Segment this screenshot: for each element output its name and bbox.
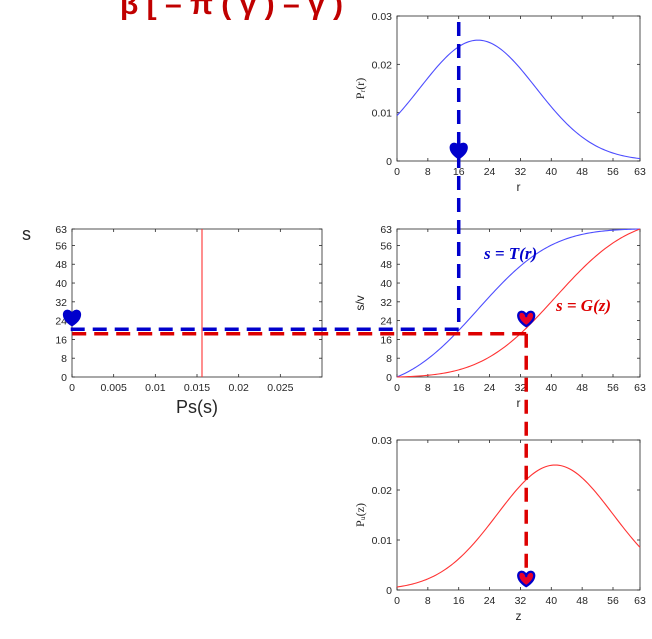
pr-xtick-label: 32	[515, 166, 527, 178]
ps-xtick-label: 0.01	[145, 382, 166, 394]
transform-xlabel: r	[517, 396, 521, 410]
mapping-guides	[66, 22, 528, 580]
transform-functions-panel: 0 8 16 24 32 40 48 56 63 0 8 16 24 32 40 48 56 63 r s/v	[353, 224, 646, 410]
pz-xtick-label: 0	[394, 595, 400, 607]
pr-xtick-label: 56	[607, 166, 619, 178]
ps-ytick-label: 16	[55, 334, 67, 346]
transform-xtick-label: 8	[425, 382, 431, 394]
g-formula-label: s = G(z)	[555, 296, 611, 315]
transform-xtick-label: 0	[394, 382, 400, 394]
ps-xtick-label: 0.025	[267, 382, 293, 394]
heart-markers	[62, 142, 536, 588]
transform-ytick-label: 24	[380, 316, 392, 328]
pr-xtick-label: 63	[634, 166, 646, 178]
pz-ytick-label: 0.03	[372, 435, 393, 447]
ps-xtick-label: 0.015	[184, 382, 210, 394]
pr-xtick-label: 24	[484, 166, 496, 178]
pr-xtick-label: 16	[453, 166, 465, 178]
ps-axes-box	[71, 228, 323, 378]
pz-xtick-label: 56	[607, 595, 619, 607]
transform-ytick-label: 56	[380, 240, 392, 252]
pz-ytick-label: 0.01	[372, 535, 393, 547]
ps-histogram-panel: 0 0.005 0.01 0.015 0.02 0.025 0 8 16 24 32 40 48 56 63…	[55, 224, 323, 417]
t-curve	[396, 228, 641, 378]
pr-curve	[396, 39, 641, 160]
transform-ylabel: s/v	[353, 295, 367, 310]
transform-xtick-label: 16	[453, 382, 465, 394]
ps-xtick-label: 0.02	[228, 382, 249, 394]
transform-xtick-label: 32	[515, 382, 527, 394]
pz-axes-box	[396, 439, 641, 591]
ps-xlabel: Ps(s)	[176, 397, 218, 417]
transform-xtick-label: 40	[545, 382, 557, 394]
ps-ytick-label: 48	[55, 259, 67, 271]
pr-axes-box	[396, 15, 641, 162]
pz-xtick-label: 24	[484, 595, 496, 607]
heart-marker-icon	[449, 142, 468, 160]
pz-ytick-label: 0.02	[372, 485, 393, 497]
s-axis-label: s	[22, 224, 31, 244]
transform-ytick-label: 0	[386, 372, 392, 384]
ps-xtick-label: 0.005	[101, 382, 127, 394]
heart-marker-icon	[62, 309, 82, 327]
pr-ytick-label: 0.03	[372, 11, 393, 23]
ps-ytick-label: 32	[55, 297, 67, 309]
pr-xtick-label: 8	[425, 166, 431, 178]
transform-xtick-label: 48	[576, 382, 588, 394]
pr-ylabel: Pᵣ(r)	[353, 78, 367, 99]
page-title: β [ – π ( γ ) – γ )	[120, 0, 343, 21]
pz-xtick-label: 8	[425, 595, 431, 607]
pz-xtick-label: 16	[453, 595, 465, 607]
pz-ytick-label: 0	[386, 585, 392, 597]
transform-ytick-label: 48	[380, 259, 392, 271]
pz-ylabel: Pᵤ(z)	[353, 503, 367, 527]
heart-marker-icon	[517, 310, 536, 328]
transform-ytick-label: 40	[380, 278, 392, 290]
ps-xtick-label: 0	[69, 382, 75, 394]
pr-ytick-label: 0	[386, 156, 392, 168]
transform-xtick-label: 63	[634, 382, 646, 394]
transform-ytick-label: 32	[380, 297, 392, 309]
t-formula-label: s = T(r)	[483, 244, 537, 263]
pz-xtick-label: 63	[634, 595, 646, 607]
pz-histogram-panel: 0 8 16 24 32 40 48 56 63 0 0.01 0.02 0.03 z Pᵤ(z)	[353, 435, 646, 623]
pr-ytick-label: 0.02	[372, 59, 393, 71]
pz-xtick-label: 40	[545, 595, 557, 607]
pz-xtick-label: 32	[515, 595, 527, 607]
pz-curve	[396, 464, 641, 588]
pr-xtick-label: 40	[545, 166, 557, 178]
ps-ytick-label: 40	[55, 278, 67, 290]
transform-xtick-label: 24	[484, 382, 496, 394]
ps-ytick-label: 8	[61, 353, 67, 365]
ps-ytick-label: 63	[55, 224, 67, 236]
heart-marker-icon	[517, 570, 536, 588]
transform-ytick-label: 63	[380, 224, 392, 236]
pz-xlabel: z	[516, 609, 522, 623]
pr-xtick-label: 0	[394, 166, 400, 178]
transform-ytick-label: 16	[380, 334, 392, 346]
pr-histogram-panel: 0 8 16 24 32 40 48 56 63 0 0.01 0.02 0.03 r Pᵣ(r)	[353, 11, 646, 194]
pr-xlabel: r	[517, 180, 521, 194]
ps-ytick-label: 56	[55, 240, 67, 252]
ps-ytick-label: 0	[61, 372, 67, 384]
pz-xtick-label: 48	[576, 595, 588, 607]
transform-xtick-label: 56	[607, 382, 619, 394]
pr-ytick-label: 0.01	[372, 108, 393, 120]
ps-ytick-label: 24	[55, 316, 67, 328]
transform-ytick-label: 8	[386, 353, 392, 365]
pr-xtick-label: 48	[576, 166, 588, 178]
